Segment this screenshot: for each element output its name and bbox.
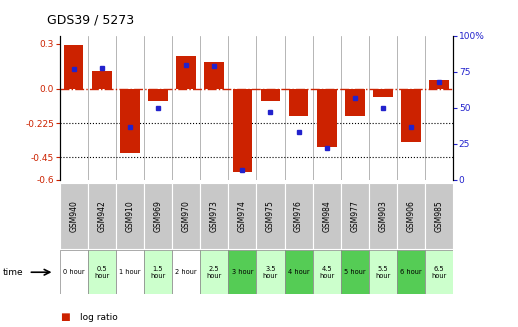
Bar [205, 62, 224, 89]
Bar [172, 183, 200, 249]
Bar [120, 89, 140, 153]
Bar [116, 183, 144, 249]
Bar [92, 71, 111, 89]
Text: GSM969: GSM969 [153, 200, 163, 232]
Bar [144, 183, 172, 249]
Bar [425, 183, 453, 249]
Text: GSM970: GSM970 [182, 200, 191, 232]
Bar [88, 250, 116, 294]
Text: 2 hour: 2 hour [175, 269, 197, 275]
Text: 5.5
hour: 5.5 hour [376, 266, 391, 279]
Bar [228, 183, 256, 249]
Bar [64, 45, 83, 89]
Bar [176, 56, 196, 89]
Bar [144, 250, 172, 294]
Bar [256, 183, 284, 249]
Bar [401, 89, 421, 142]
Bar [148, 89, 168, 101]
Text: GSM977: GSM977 [350, 200, 359, 232]
Text: 4 hour: 4 hour [288, 269, 309, 275]
Text: 3 hour: 3 hour [232, 269, 253, 275]
Text: GSM940: GSM940 [69, 200, 78, 232]
Bar [172, 250, 200, 294]
Bar [397, 183, 425, 249]
Text: GSM903: GSM903 [379, 200, 387, 232]
Text: 0.5
hour: 0.5 hour [94, 266, 109, 279]
Text: GSM985: GSM985 [435, 200, 444, 232]
Text: 1 hour: 1 hour [119, 269, 140, 275]
Bar [200, 250, 228, 294]
Text: GSM942: GSM942 [97, 200, 106, 232]
Text: GSM973: GSM973 [210, 200, 219, 232]
Bar [373, 89, 393, 96]
Bar [369, 183, 397, 249]
Text: 3.5
hour: 3.5 hour [263, 266, 278, 279]
Text: ■: ■ [60, 312, 69, 322]
Bar [289, 89, 308, 116]
Bar [317, 89, 337, 146]
Text: 6.5
hour: 6.5 hour [431, 266, 447, 279]
Bar [397, 250, 425, 294]
Bar [200, 183, 228, 249]
Text: 1.5
hour: 1.5 hour [150, 266, 166, 279]
Text: log ratio: log ratio [80, 313, 118, 322]
Text: time: time [3, 268, 23, 277]
Bar [429, 80, 449, 89]
Bar [60, 250, 88, 294]
Text: 0 hour: 0 hour [63, 269, 84, 275]
Text: GSM974: GSM974 [238, 200, 247, 232]
Bar [284, 183, 313, 249]
Bar [341, 183, 369, 249]
Bar [345, 89, 365, 116]
Text: GDS39 / 5273: GDS39 / 5273 [47, 13, 134, 26]
Text: GSM910: GSM910 [125, 200, 134, 232]
Bar [313, 250, 341, 294]
Text: GSM984: GSM984 [322, 200, 331, 232]
Text: 5 hour: 5 hour [344, 269, 366, 275]
Text: GSM906: GSM906 [407, 200, 415, 232]
Bar [228, 250, 256, 294]
Bar [369, 250, 397, 294]
Bar [233, 89, 252, 172]
Bar [116, 250, 144, 294]
Text: GSM975: GSM975 [266, 200, 275, 232]
Text: 6 hour: 6 hour [400, 269, 422, 275]
Bar [313, 183, 341, 249]
Bar [88, 183, 116, 249]
Bar [261, 89, 280, 101]
Bar [256, 250, 284, 294]
Text: 2.5
hour: 2.5 hour [207, 266, 222, 279]
Text: 4.5
hour: 4.5 hour [319, 266, 334, 279]
Bar [341, 250, 369, 294]
Bar [425, 250, 453, 294]
Bar [60, 183, 88, 249]
Bar [284, 250, 313, 294]
Text: GSM976: GSM976 [294, 200, 303, 232]
